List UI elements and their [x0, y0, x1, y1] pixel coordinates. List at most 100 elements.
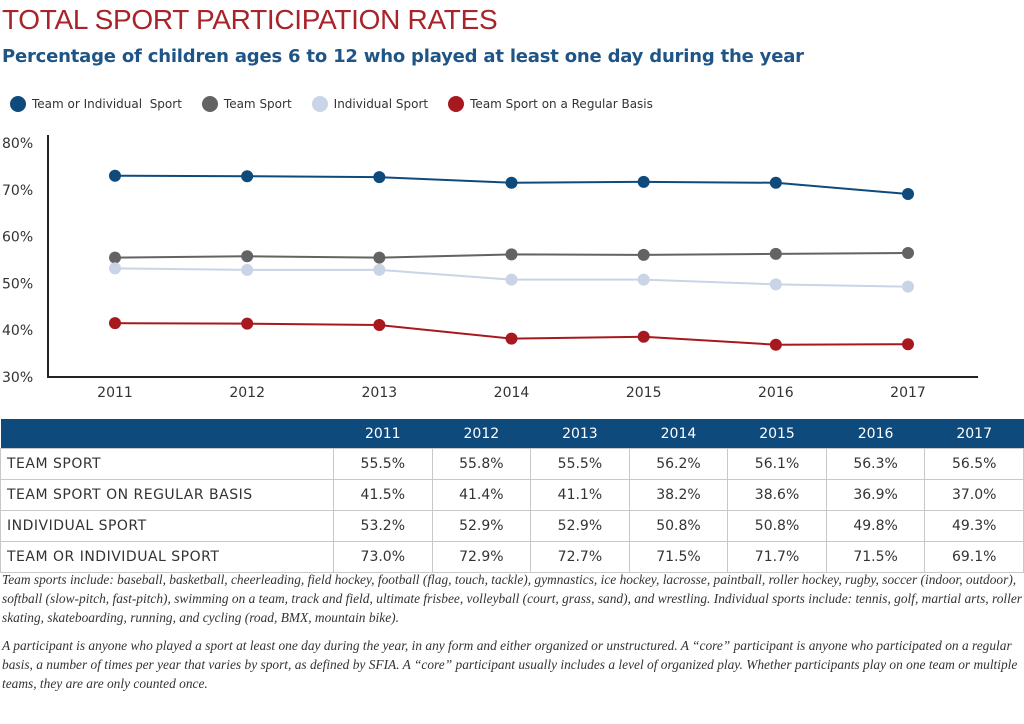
table-cell: 71.5% [628, 541, 729, 573]
data-point [902, 280, 914, 293]
x-tick-label: 2017 [890, 385, 926, 401]
table-cell: 53.2% [333, 510, 433, 542]
data-point [109, 169, 121, 182]
table-cell: 38.2% [628, 479, 729, 511]
table-row-label: TEAM SPORT [0, 448, 334, 480]
table-row: TEAM SPORT ON REGULAR BASIS 41.5% 41.4% 41.… [0, 479, 1024, 511]
table-cell: 55.8% [431, 448, 532, 480]
legend-item-team-sport: Team Sport [201, 96, 292, 112]
data-point [637, 248, 650, 261]
data-point [505, 248, 518, 261]
table-header-row: 2011 2012 2013 2014 2015 2016 2017 [0, 419, 1024, 449]
table-cell: 56.1% [727, 448, 827, 480]
table-cell: 71.7% [727, 541, 827, 573]
footnote-sports-definition: Team sports include: baseball, basketbal… [2, 572, 1022, 625]
data-point [902, 188, 914, 201]
table-row-label: TEAM SPORT ON REGULAR BASIS [0, 479, 334, 511]
table-cell: 56.2% [628, 448, 729, 480]
data-point [637, 175, 650, 188]
data-point [769, 247, 782, 260]
data-point [241, 317, 254, 330]
data-point [902, 246, 914, 259]
table-header-cell: 2014 [629, 419, 728, 449]
data-point [241, 250, 254, 263]
table-cell: 56.3% [825, 448, 926, 480]
y-tick-label: 80% [2, 136, 33, 152]
x-axis-ticks: 2011 2012 2013 2014 2015 2016 2017 [97, 385, 926, 401]
data-point [109, 262, 121, 275]
chart-title: TOTAL SPORT PARTICIPATION RATES [2, 4, 498, 35]
table-cell: 72.7% [530, 541, 630, 573]
table-cell: 37.0% [924, 479, 1024, 511]
table-cell: 56.5% [924, 448, 1024, 480]
data-point [769, 338, 782, 351]
y-tick-label: 70% [2, 183, 33, 199]
data-point [637, 330, 650, 343]
table-header-cell: 2012 [432, 419, 531, 449]
table-cell: 41.1% [530, 479, 630, 511]
data-point [241, 170, 254, 183]
table-row: TEAM OR INDIVIDUAL SPORT 73.0% 72.9% 72.7% 7… [0, 541, 1024, 573]
table-cell: 41.4% [431, 479, 532, 511]
table-header-cell: 2013 [530, 419, 630, 449]
table-cell: 55.5% [530, 448, 630, 480]
table-row-label: TEAM OR INDIVIDUAL SPORT [0, 541, 334, 573]
table-row: TEAM SPORT 55.5% 55.8% 55.5% 56.2% 56.1% 56.3%… [0, 448, 1024, 480]
table-cell: 55.5% [333, 448, 433, 480]
table-cell: 36.9% [825, 479, 926, 511]
data-point [505, 273, 518, 286]
footnote-participant-definition: A participant is anyone who played a spo… [2, 638, 1018, 691]
data-point [241, 263, 254, 276]
table-cell: 49.8% [825, 510, 926, 542]
series-group [109, 169, 914, 351]
x-tick-label: 2014 [494, 385, 530, 401]
table-cell: 71.5% [825, 541, 926, 573]
table-cell: 73.0% [333, 541, 433, 573]
y-tick-label: 40% [2, 323, 33, 339]
data-point [505, 176, 518, 189]
table-header-cell: 2016 [826, 419, 925, 449]
data-point [373, 251, 386, 264]
data-point [769, 278, 782, 291]
legend-label: Team Sport on a Regular Basis [470, 97, 653, 111]
legend-label: Individual Sport [333, 97, 429, 111]
chart-subtitle: Percentage of children ages 6 to 12 who … [2, 46, 804, 67]
x-tick-label: 2012 [229, 385, 265, 401]
data-point [109, 317, 121, 330]
table-cell: 69.1% [924, 541, 1024, 573]
data-table: 2011 2012 2013 2014 2015 2016 2017 TEAM … [0, 419, 1024, 573]
table-header-cell [0, 419, 334, 449]
table-header-cell: 2017 [924, 419, 1024, 449]
data-point [769, 176, 782, 189]
table-cell: 52.9% [530, 510, 630, 542]
legend-dot-icon [10, 96, 26, 112]
table-cell: 50.8% [727, 510, 827, 542]
table-cell: 52.9% [431, 510, 532, 542]
legend-item-individual-sport: Individual Sport [311, 96, 429, 112]
table-cell: 50.8% [628, 510, 729, 542]
legend-item-team-regular: Team Sport on a Regular Basis [448, 96, 653, 112]
footnotes: Team sports include: baseball, basketbal… [2, 570, 1022, 702]
data-point [373, 171, 386, 184]
y-axis-ticks: 30% 40% 50% 60% 70% 80% [2, 136, 33, 386]
legend-dot-icon [201, 96, 218, 112]
data-point [637, 273, 650, 286]
table-row: INDIVIDUAL SPORT 53.2% 52.9% 52.9% 50.8% 50.8… [0, 510, 1024, 542]
x-tick-label: 2016 [758, 385, 794, 401]
series-individual-sport [109, 262, 914, 293]
table-cell: 38.6% [727, 479, 827, 511]
series-team-sport-on-a-regular-basis [109, 317, 914, 351]
data-point [902, 338, 914, 351]
table-header-cell: 2015 [727, 419, 827, 449]
legend-item-team-or-individual: Team or Individual Sport [10, 96, 182, 112]
series-team-or-individual-sport [109, 169, 914, 201]
legend-label: Team or Individual Sport [32, 97, 182, 111]
y-tick-label: 60% [2, 230, 33, 246]
data-point [505, 332, 518, 345]
data-point [373, 263, 386, 276]
series-team-sport [109, 246, 914, 264]
x-tick-label: 2011 [97, 385, 133, 401]
table-cell: 41.5% [333, 479, 433, 511]
data-point [373, 319, 386, 332]
x-tick-label: 2013 [362, 385, 398, 401]
